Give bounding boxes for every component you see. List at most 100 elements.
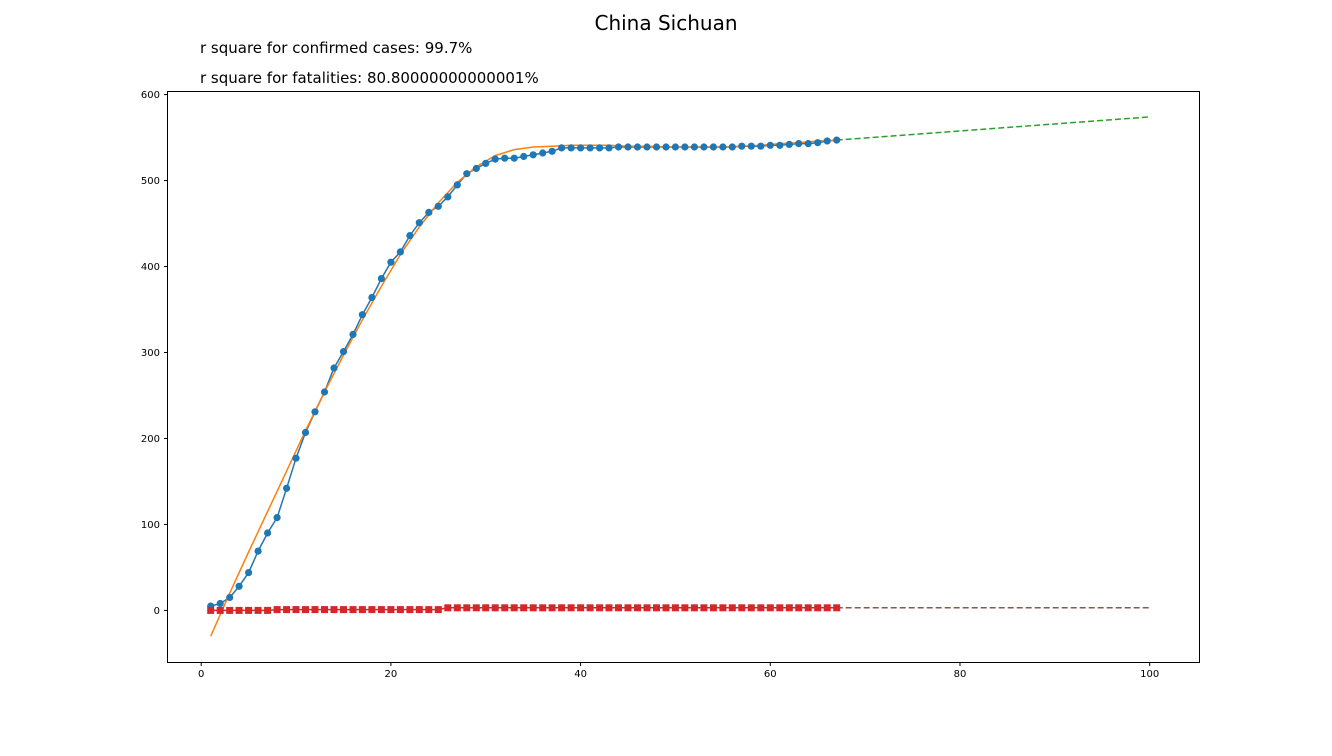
confirmed-point <box>453 181 461 189</box>
plot-layer <box>207 116 1150 637</box>
confirmed-point <box>425 208 433 216</box>
y-tick-label: 400 <box>141 262 160 273</box>
confirmed-point <box>558 144 566 152</box>
confirmed-point <box>396 248 404 256</box>
chart-title: China Sichuan <box>594 11 737 35</box>
fatality-point <box>681 604 689 612</box>
confirmed-point <box>463 170 471 178</box>
confirmed-point <box>785 140 793 148</box>
confirmed-cases-line <box>210 139 837 607</box>
confirmed-point <box>757 142 765 150</box>
fatality-point <box>719 604 727 612</box>
confirmed-point <box>795 140 803 148</box>
confirmed-point <box>283 484 291 492</box>
fitted-curve-line <box>210 139 837 637</box>
fatality-point <box>624 604 632 612</box>
y-tick-label: 600 <box>141 90 160 101</box>
confirmed-point <box>358 311 366 319</box>
confirmed-point <box>814 139 822 147</box>
fatality-point <box>558 604 566 612</box>
y-tick-label: 200 <box>141 434 160 445</box>
confirmed-point <box>833 136 841 144</box>
fatality-point <box>434 606 442 614</box>
fatality-point <box>491 604 499 612</box>
fatality-point <box>387 606 395 614</box>
confirmed-point <box>738 142 746 150</box>
fatality-point <box>377 606 385 614</box>
confirmed-point <box>245 569 253 577</box>
confirmed-point <box>444 193 452 201</box>
confirmed-point <box>330 364 338 372</box>
confirmed-point <box>633 143 642 151</box>
fatality-point <box>330 606 338 614</box>
fatality-point <box>235 606 243 614</box>
y-tick-label: 300 <box>141 348 160 359</box>
fatality-point <box>833 604 841 612</box>
y-tick-label: 0 <box>154 606 160 617</box>
y-tick-label: 500 <box>141 176 160 187</box>
fatality-point <box>747 604 755 612</box>
fatality-point <box>226 606 234 614</box>
x-tick-label: 0 <box>198 669 204 680</box>
confirmed-point <box>719 143 727 151</box>
fatality-point <box>615 604 622 612</box>
plot-frame <box>167 91 1200 663</box>
fatality-point <box>596 604 604 612</box>
fatality-point <box>700 604 708 612</box>
confirmed-point <box>700 143 708 151</box>
fatality-point <box>396 606 404 614</box>
confirmed-point <box>292 454 300 462</box>
confirmed-point <box>216 599 224 608</box>
fatality-point <box>453 604 461 612</box>
fatality-point <box>757 604 765 612</box>
x-tick-label: 80 <box>954 669 967 680</box>
fatality-point <box>283 606 291 614</box>
confirmed-point <box>339 348 348 356</box>
fatality-point <box>254 606 262 614</box>
confirmed-point <box>804 140 812 148</box>
confirmed-point <box>482 159 490 167</box>
fatality-point <box>776 604 784 612</box>
fatality-point <box>643 604 651 612</box>
confirmed-point <box>709 143 718 151</box>
fatality-point <box>653 604 660 612</box>
fatality-point <box>690 604 698 612</box>
fatality-point <box>520 604 528 612</box>
fatality-point <box>425 606 433 614</box>
fatality-point <box>738 604 746 612</box>
fatality-point <box>207 606 215 614</box>
confirmed-point <box>434 202 442 210</box>
confirmed-point <box>349 330 357 338</box>
confirmed-point <box>226 593 234 602</box>
fatality-point <box>529 604 537 612</box>
confirmed-point <box>311 408 319 416</box>
fatality-point <box>292 606 300 614</box>
confirmed-point <box>320 388 329 396</box>
fatality-point <box>264 606 272 614</box>
fatality-point <box>823 604 831 612</box>
confirmed-point <box>539 149 547 157</box>
fatality-point <box>245 606 253 614</box>
confirmed-point <box>406 232 414 240</box>
x-tick-label: 20 <box>385 669 398 680</box>
confirmed-point <box>823 137 831 145</box>
confirmed-point <box>776 141 784 149</box>
fatality-point <box>321 606 328 614</box>
confirmed-point <box>548 147 556 155</box>
fatality-point <box>709 604 717 612</box>
confirmed-point <box>491 155 499 163</box>
x-tick-label: 60 <box>764 669 777 680</box>
x-tick-label: 100 <box>1140 669 1159 680</box>
fatality-point <box>340 606 347 614</box>
confirmed-point <box>690 143 699 151</box>
confirmed-point <box>614 143 623 151</box>
fatality-point <box>349 606 357 614</box>
confirmed-point <box>368 293 376 302</box>
fatality-point <box>785 604 793 612</box>
fatality-point <box>368 606 376 614</box>
confirmed-point <box>643 143 651 151</box>
fatality-point <box>567 604 575 612</box>
fatality-point <box>577 604 585 612</box>
fatality-point <box>728 604 736 612</box>
